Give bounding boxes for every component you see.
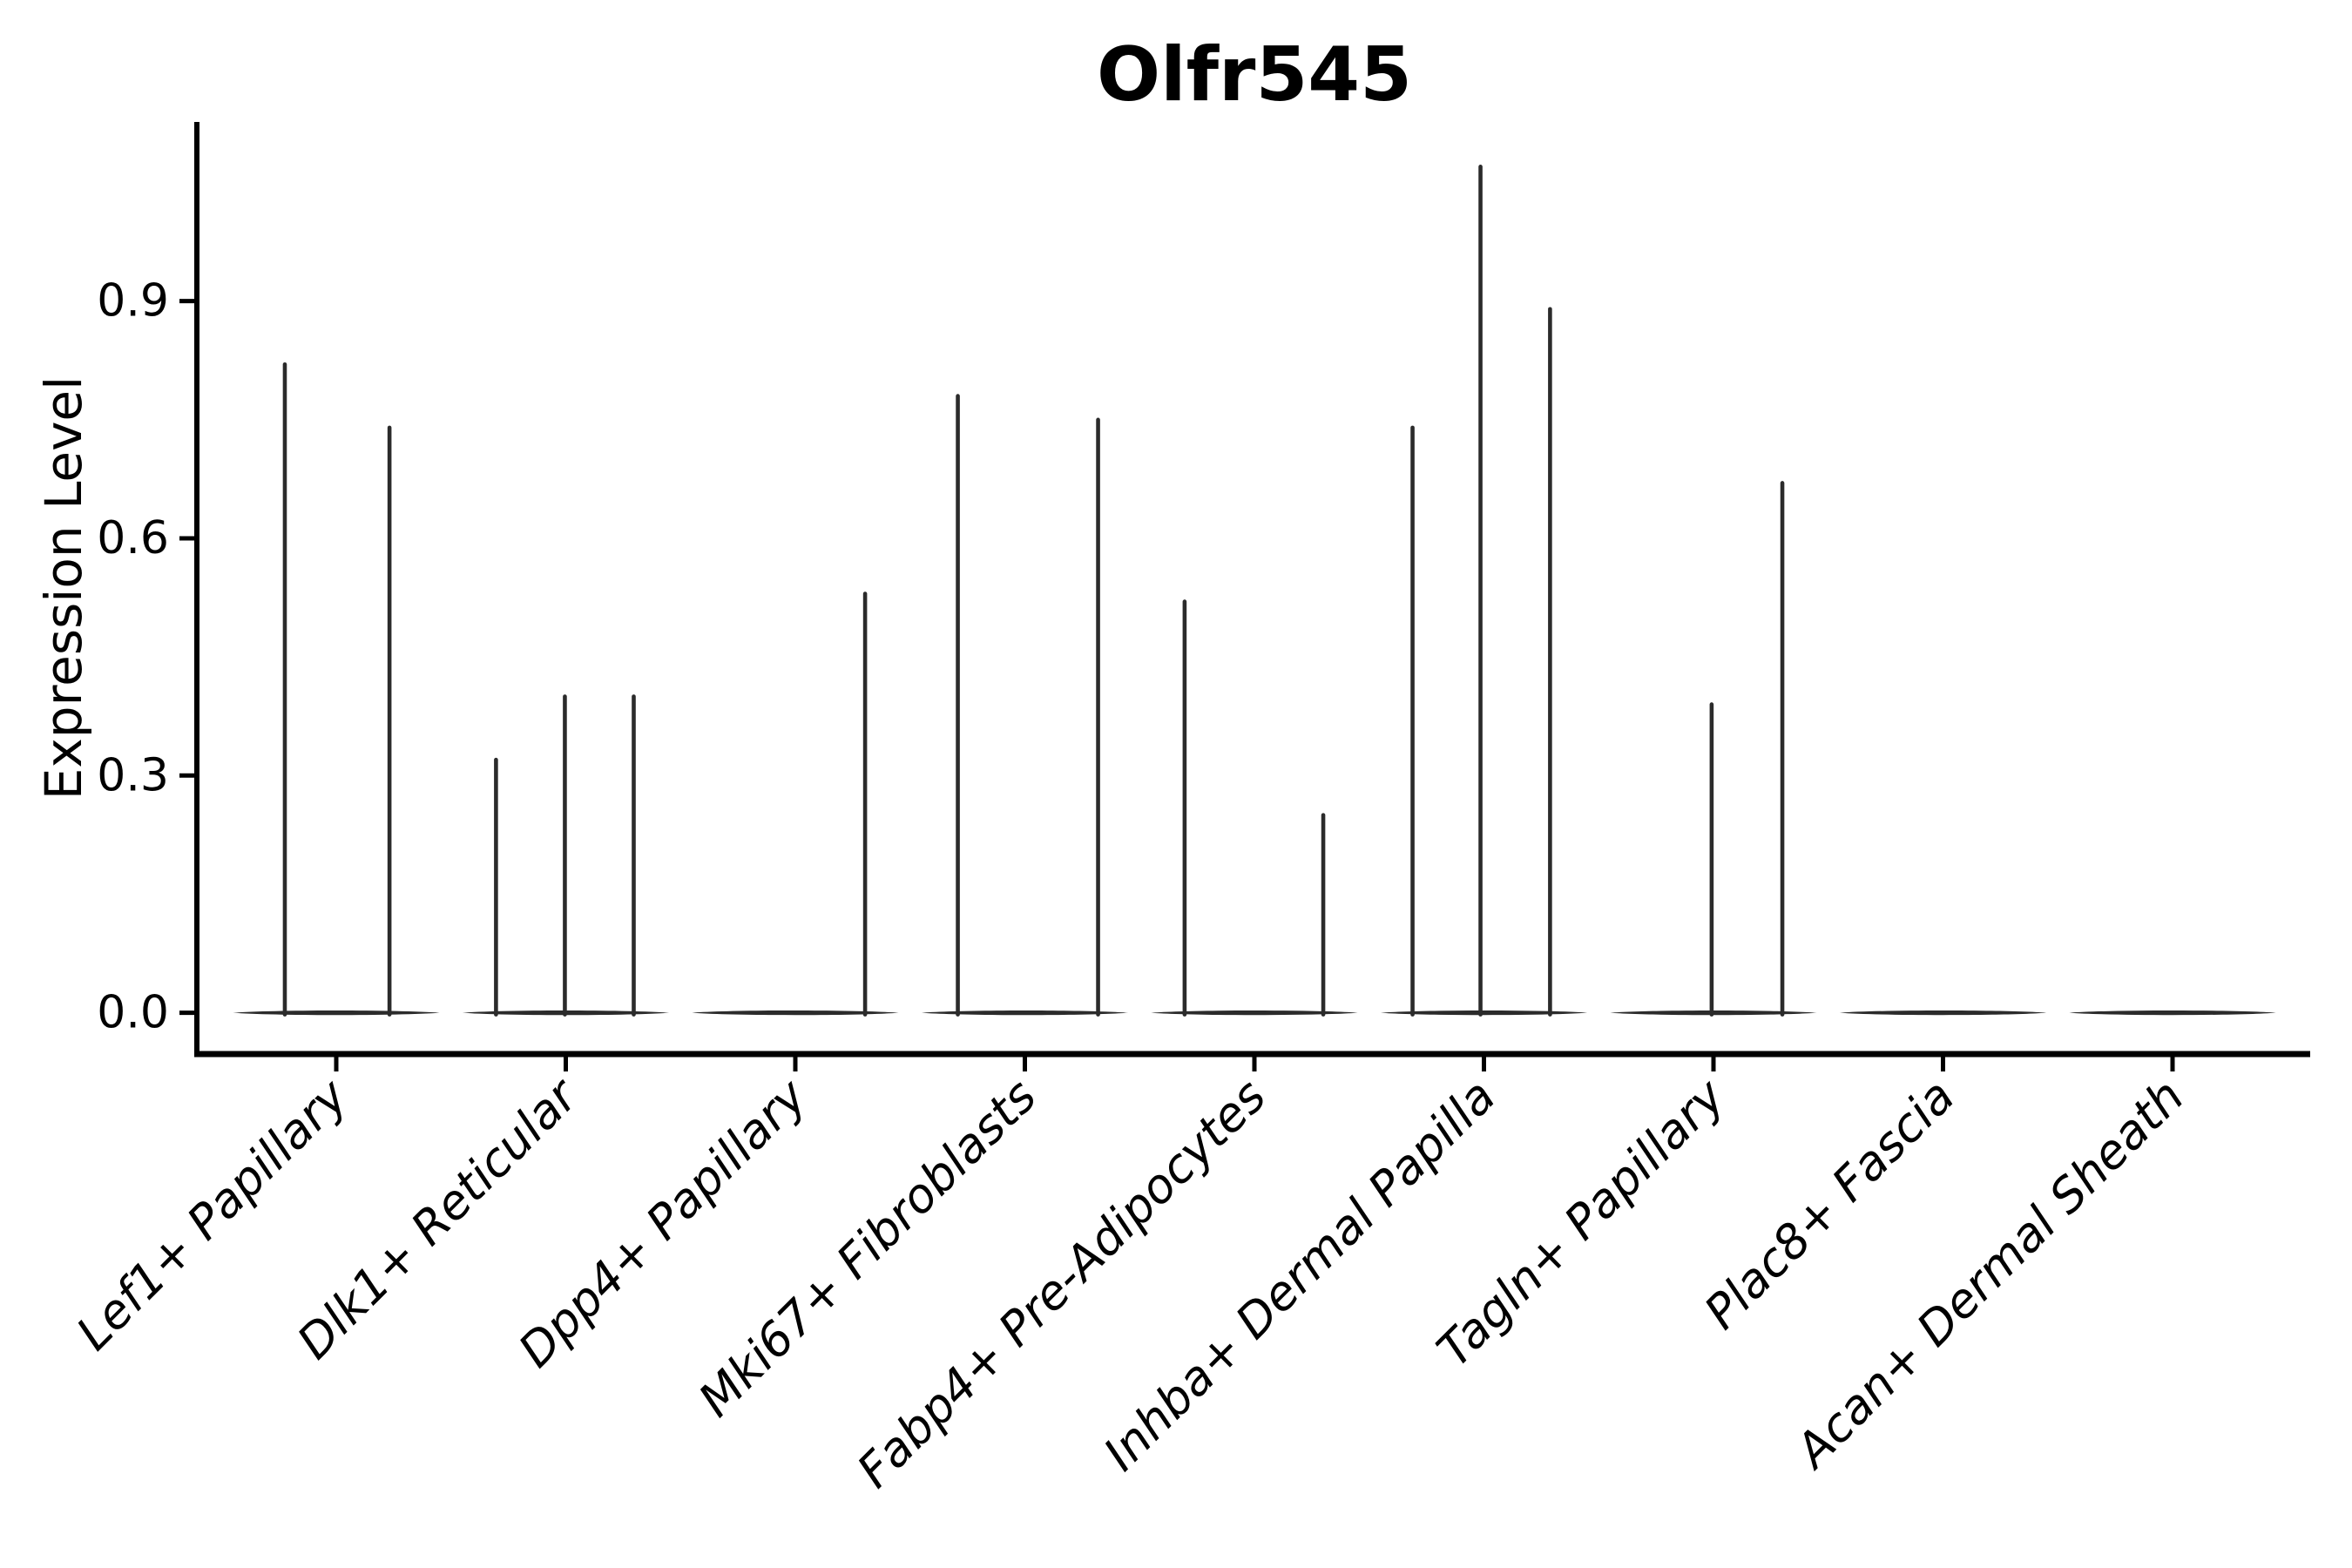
plot-title: Olfr545 bbox=[1097, 31, 1412, 118]
x-tick-label: Inhba+ Dermal Papilla bbox=[1093, 1069, 1506, 1482]
violin-baseline bbox=[1380, 1010, 1588, 1016]
violin-baseline bbox=[2069, 1010, 2276, 1016]
y-tick-label: 0.9 bbox=[97, 275, 169, 328]
violin-baseline bbox=[1151, 1010, 1358, 1016]
y-tick-label: 0.0 bbox=[97, 987, 169, 1039]
x-tick-label: Fabp4+ Pre-Adipocytes bbox=[847, 1069, 1276, 1498]
x-tick-label: Acan+ Dermal Sheath bbox=[1783, 1069, 2194, 1480]
violins-layer bbox=[233, 165, 2276, 1017]
violin-baseline bbox=[233, 1010, 440, 1016]
violin-baseline bbox=[692, 1010, 899, 1016]
y-tick-label: 0.3 bbox=[97, 749, 169, 801]
violin-baseline bbox=[921, 1010, 1129, 1016]
y-axis-label: Expression Level bbox=[34, 376, 93, 800]
y-tick-label: 0.6 bbox=[97, 512, 169, 564]
violin-baseline bbox=[1839, 1010, 2047, 1016]
